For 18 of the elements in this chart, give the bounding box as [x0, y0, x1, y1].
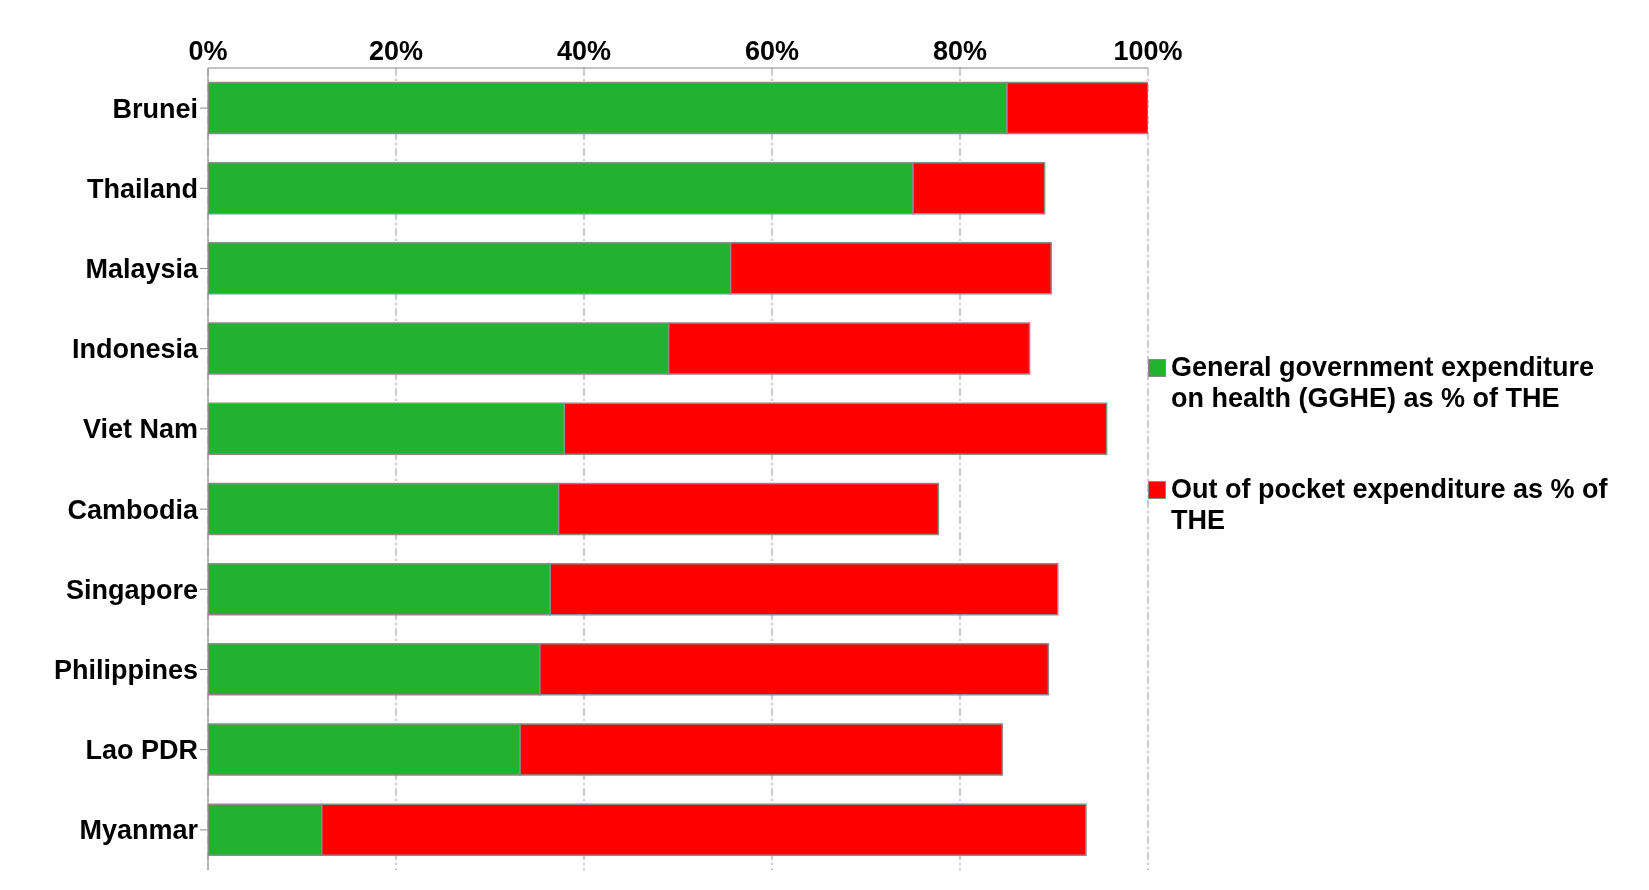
x-tick-label: 40%	[556, 36, 612, 66]
x-tick-label: 100%	[1113, 36, 1183, 66]
y-tick-label: Thailand	[86, 173, 198, 204]
y-tick-label: Lao PDR	[85, 735, 198, 766]
y-tick-label: Brunei	[112, 93, 198, 124]
legend-label: General government expenditure on health (GGHE) as % of THE	[1171, 352, 1596, 414]
x-tick-label: 0%	[188, 36, 228, 66]
y-tick-label: Malaysia	[85, 254, 199, 285]
x-tick-label: 20%	[368, 36, 424, 66]
y-tick-label: Singapore	[65, 574, 198, 605]
y-tick-label: Philippines	[53, 655, 198, 686]
legend-label: Out of pocket expenditure as % of THE	[1171, 474, 1609, 536]
y-tick-label: Cambodia	[67, 494, 199, 525]
x-tick-label: 80%	[932, 36, 988, 66]
y-tick-label: Myanmar	[79, 815, 199, 846]
y-tick-label: Viet Nam	[82, 414, 198, 445]
y-tick-label: Indonesia	[71, 334, 199, 365]
x-tick-label: 60%	[744, 36, 800, 66]
